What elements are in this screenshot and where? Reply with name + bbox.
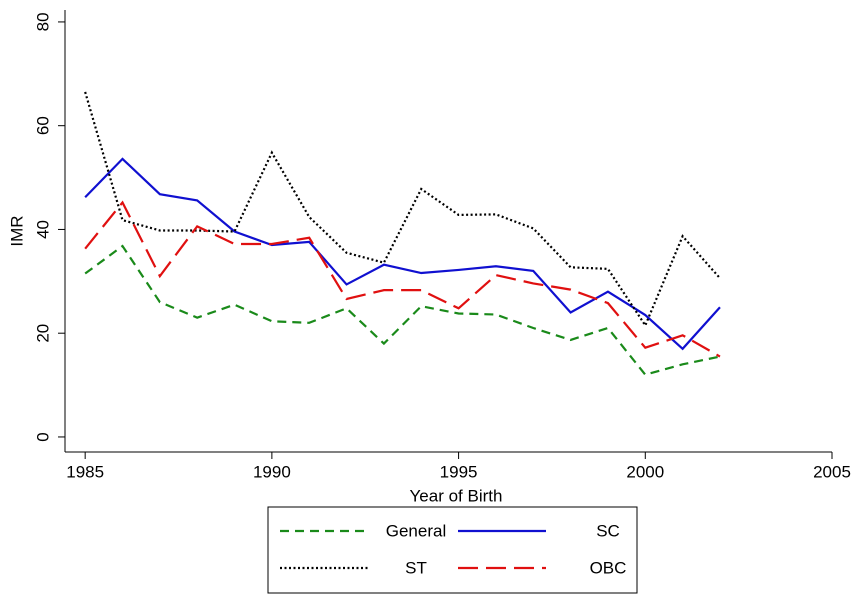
- series-line: [84, 244, 721, 376]
- legend-label: SC: [596, 521, 620, 540]
- legend-box: [267, 506, 638, 594]
- y-tick-label: 60: [33, 116, 52, 135]
- series-line: [84, 200, 721, 358]
- legend-label: ST: [405, 558, 427, 577]
- series-line: [84, 91, 721, 328]
- y-tick-label: 0: [33, 432, 52, 441]
- x-tick-label: 1990: [253, 462, 291, 481]
- x-tick-label: 2005: [813, 462, 851, 481]
- series-line: [84, 157, 721, 351]
- y-tick-label: 80: [33, 12, 52, 31]
- y-tick-label: 40: [33, 220, 52, 239]
- x-axis-label: Year of Birth: [410, 486, 503, 505]
- y-tick-label: 20: [33, 324, 52, 343]
- legend-label: General: [386, 521, 446, 540]
- x-tick-label: 1995: [440, 462, 478, 481]
- y-axis-label: IMR: [7, 215, 26, 246]
- x-tick-label: 2000: [626, 462, 664, 481]
- x-tick-label: 1985: [66, 462, 104, 481]
- legend-label: OBC: [590, 558, 627, 577]
